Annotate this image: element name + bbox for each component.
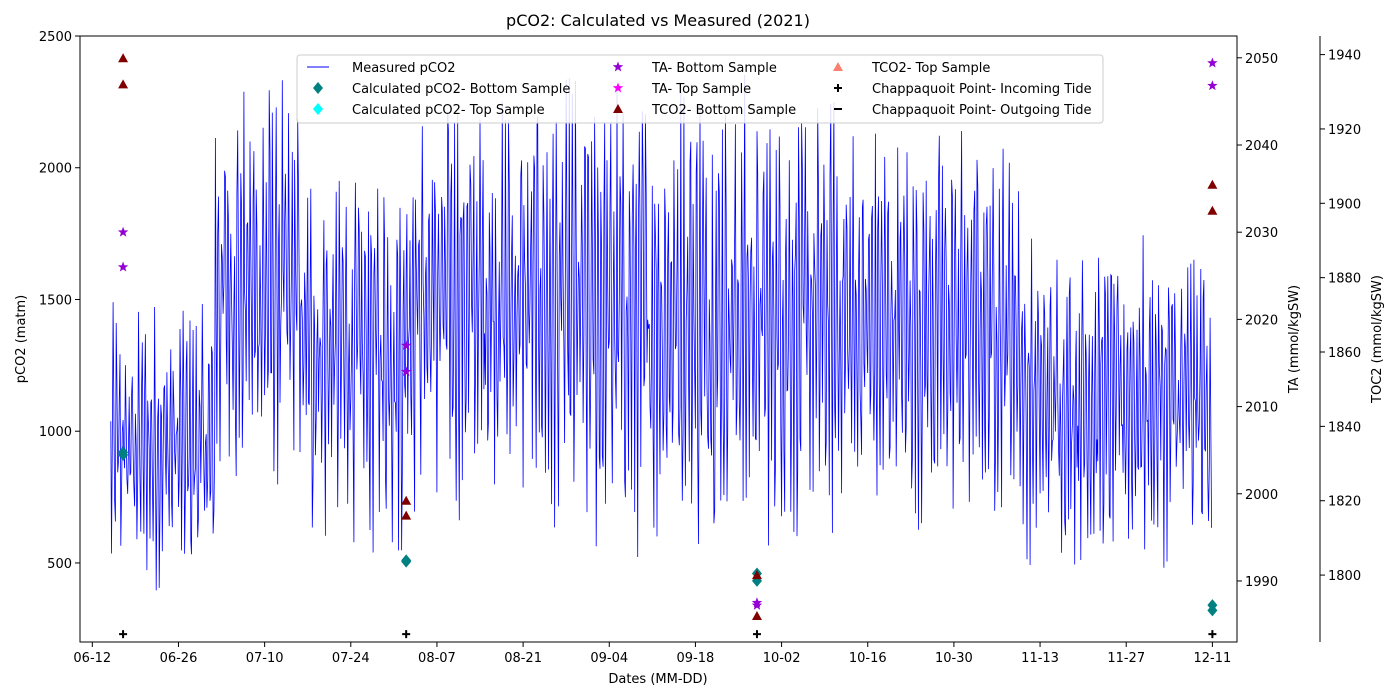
tco2-bottom-sample-point-2 <box>401 495 412 505</box>
chappaquoit-point-incoming-tide-point-3 <box>1208 630 1217 639</box>
ta-bottom-sample-point-1 <box>117 261 129 272</box>
legend-label-2: Calculated pCO2- Top Sample <box>352 103 545 118</box>
legend-swatch-2 <box>313 103 323 115</box>
y-tco2-tick-label-2: 1840 <box>1328 420 1361 435</box>
legend-label-8: Chappaquoit Point- Outgoing Tide <box>872 103 1092 118</box>
tco2-bottom-sample-point-4 <box>751 570 762 580</box>
y-ta-tick-label-0: 1990 <box>1245 575 1278 590</box>
y-tco2-tick-label-0: 1800 <box>1328 569 1361 584</box>
y-axis-label-tco2: TOC2 (mmol/kgSW) <box>1370 275 1385 404</box>
y-tco2-tick-label-6: 1920 <box>1328 123 1361 138</box>
y-tco2-tick-label-4: 1880 <box>1328 272 1361 287</box>
x-tick-label-13: 12-11 <box>1193 651 1231 666</box>
legend-item-7: Chappaquoit Point- Incoming Tide <box>834 82 1092 97</box>
legend-item-0: Measured pCO2 <box>307 61 455 76</box>
y-axis-label-left: pCO2 (matm) <box>14 295 29 384</box>
x-tick-label-11: 11-13 <box>1021 651 1059 666</box>
y-ta-tick-label-6: 2050 <box>1245 52 1278 67</box>
ta-bottom-sample-point-5 <box>751 599 763 610</box>
calculated-pco2-bottom-sample-point-1 <box>118 446 129 459</box>
measured-pco2-line <box>110 74 1212 591</box>
plot-area <box>110 53 1218 639</box>
y-ta-tick-label-1: 2000 <box>1245 488 1278 503</box>
calculated-pco2-bottom-sample-point-3 <box>401 554 412 567</box>
y-tco2-tick-label-7: 1940 <box>1328 49 1361 64</box>
legend-swatch-4 <box>612 82 624 93</box>
legend-item-6: TCO2- Top Sample <box>833 61 990 76</box>
ta-bottom-sample-point-7 <box>1207 80 1218 91</box>
legend-item-5: TCO2- Bottom Sample <box>613 103 796 118</box>
y-tco2-tick-label-3: 1860 <box>1328 346 1361 361</box>
ta-bottom-sample-point-0 <box>117 226 129 237</box>
chappaquoit-point-incoming-tide-point-0 <box>119 630 128 639</box>
x-axis-label: Dates (MM-DD) <box>608 672 707 687</box>
tco2-bottom-sample-point-0 <box>118 53 129 63</box>
legend-label-5: TCO2- Bottom Sample <box>651 103 796 118</box>
legend-swatch-5 <box>613 104 623 113</box>
x-tick-label-12: 11-27 <box>1107 651 1145 666</box>
legend-label-4: TA- Top Sample <box>651 82 751 97</box>
tco2-bottom-sample-point-1 <box>118 79 129 89</box>
ta-bottom-sample-point-3 <box>400 366 412 377</box>
legend-item-3: TA- Bottom Sample <box>612 61 777 76</box>
plot-frame <box>79 35 1238 643</box>
legend-label-0: Measured pCO2 <box>352 61 455 76</box>
legend-label-3: TA- Bottom Sample <box>651 61 777 76</box>
calculated-pco2-bottom-sample-point-7 <box>1207 599 1218 612</box>
x-tick-label-2: 07-10 <box>246 651 284 666</box>
y-ta-tick-label-2: 2010 <box>1245 401 1278 416</box>
x-tick-label-7: 09-18 <box>677 651 715 666</box>
y-tco2-tick-label-5: 1900 <box>1328 197 1361 212</box>
tco2-bottom-sample-point-5 <box>751 610 762 620</box>
legend-item-4: TA- Top Sample <box>612 82 751 97</box>
legend-label-6: TCO2- Top Sample <box>871 61 990 76</box>
y-left-tick-label-2: 1500 <box>39 293 72 308</box>
axes: 06-12 06-26 07-10 07-24 08-07 08-21 09-04 09-18… <box>39 30 1361 666</box>
legend-item-8: Chappaquoit Point- Outgoing Tide <box>834 103 1092 118</box>
legend-label-7: Chappaquoit Point- Incoming Tide <box>872 82 1092 97</box>
legend: Measured pCO2 Calculated pCO2- Bottom Sam… <box>296 54 1104 124</box>
y-ta-tick-label-5: 2040 <box>1245 139 1278 154</box>
legend-swatch-3 <box>612 61 624 72</box>
chappaquoit-point-incoming-tide-point-2 <box>752 630 761 639</box>
chart-title: pCO2: Calculated vs Measured (2021) <box>506 11 810 30</box>
legend-swatch-7 <box>834 84 842 92</box>
x-tick-label-6: 09-04 <box>590 651 628 666</box>
x-tick-label-5: 08-21 <box>504 651 542 666</box>
y-left-tick-label-1: 1000 <box>39 425 72 440</box>
x-tick-label-8: 10-02 <box>763 651 801 666</box>
tco2-bottom-sample-point-3 <box>401 510 412 520</box>
chappaquoit-point-incoming-tide-point-1 <box>402 630 411 639</box>
legend-label-1: Calculated pCO2- Bottom Sample <box>352 82 570 97</box>
x-tick-label-4: 08-07 <box>418 651 456 666</box>
x-tick-label-3: 07-24 <box>332 651 370 666</box>
y-tco2-tick-label-1: 1820 <box>1328 495 1361 510</box>
y-left-tick-label-0: 500 <box>47 557 72 572</box>
legend-item-2: Calculated pCO2- Top Sample <box>313 103 545 118</box>
y-axis-label-ta: TA (mmol/kgSW) <box>1287 285 1302 394</box>
legend-item-1: Calculated pCO2- Bottom Sample <box>313 82 570 97</box>
tco2-bottom-sample-point-7 <box>1207 205 1218 215</box>
x-tick-label-0: 06-12 <box>73 651 111 666</box>
x-tick-label-1: 06-26 <box>160 651 198 666</box>
y-left-tick-label-3: 2000 <box>39 162 72 177</box>
legend-swatch-6 <box>833 62 843 71</box>
x-tick-label-9: 10-16 <box>849 651 887 666</box>
y-left-tick-label-4: 2500 <box>39 30 72 45</box>
y-ta-tick-label-4: 2030 <box>1245 226 1278 241</box>
y-ta-tick-label-3: 2020 <box>1245 313 1278 328</box>
x-tick-label-10: 10-30 <box>935 651 973 666</box>
tco2-bottom-sample-point-6 <box>1207 179 1218 189</box>
ta-bottom-sample-point-2 <box>400 340 412 350</box>
ta-bottom-sample-point-6 <box>1207 57 1218 68</box>
legend-box <box>296 54 1104 124</box>
legend-swatch-1 <box>313 82 323 94</box>
